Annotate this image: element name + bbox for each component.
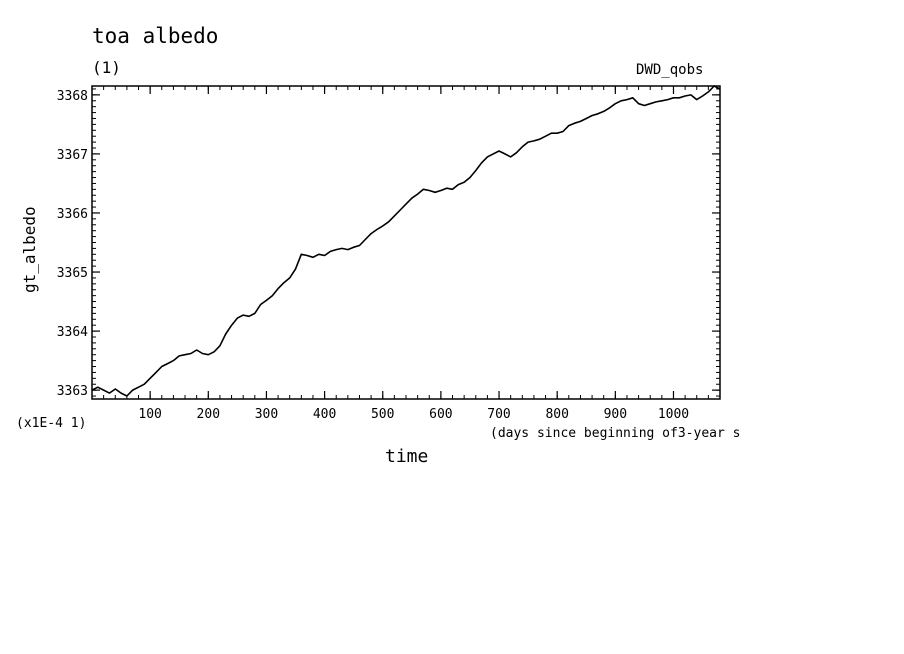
y-tick-label: 3363 xyxy=(57,384,88,399)
chart-subtitle: (1) xyxy=(92,58,121,77)
y-tick-label: 3368 xyxy=(57,89,88,104)
y-scale-note: (x1E-4 1) xyxy=(16,416,87,431)
tick-labels: 100 200 300 400 500 600 700 800 900 1000 3363 3364 3… xyxy=(57,89,689,422)
series-layer xyxy=(91,85,721,397)
x-tick-label: 100 xyxy=(138,407,161,422)
x-tick-label: 1000 xyxy=(658,407,689,422)
plot-frame xyxy=(91,85,721,400)
x-tick-label: 400 xyxy=(313,407,336,422)
series-line xyxy=(91,85,721,397)
x-tick-label: 700 xyxy=(487,407,510,422)
x-tick-label: 900 xyxy=(604,407,627,422)
x-axis-units: (days since beginning of3-year s xyxy=(490,426,741,441)
x-tick-label: 300 xyxy=(255,407,278,422)
x-tick-label: 500 xyxy=(371,407,394,422)
x-tick-label: 800 xyxy=(545,407,568,422)
x-tick-label: 600 xyxy=(429,407,452,422)
y-tick-label: 3365 xyxy=(57,266,88,281)
y-tick-label: 3367 xyxy=(57,148,88,163)
x-axis-label: time xyxy=(385,446,429,467)
y-tick-label: 3364 xyxy=(57,325,88,340)
x-tick-label: 200 xyxy=(197,407,220,422)
y-tick-label: 3366 xyxy=(57,207,88,222)
source-label: DWD_qobs xyxy=(636,62,704,78)
axis-ticks xyxy=(91,86,721,399)
chart-title: toa albedo xyxy=(92,24,219,48)
